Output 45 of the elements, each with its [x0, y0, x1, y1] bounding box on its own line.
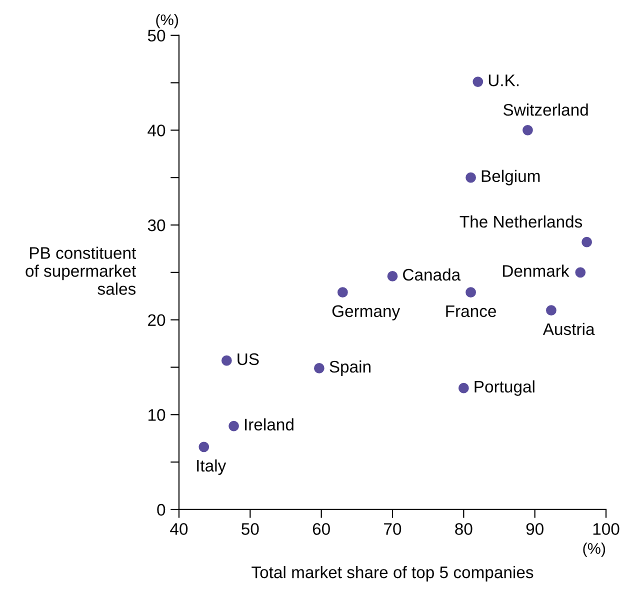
x-tick-label: 40 — [170, 523, 188, 535]
point — [458, 382, 469, 394]
x-tick-label: 100 — [593, 523, 620, 535]
annotation: Denmark — [503, 264, 570, 277]
y-axis-title: PB constituent of supermarket sales — [26, 246, 136, 295]
point — [466, 287, 476, 298]
x-tick-label: 50 — [242, 523, 259, 535]
annotation: Spain — [330, 360, 370, 376]
point — [575, 267, 586, 278]
y-tick-label: 10 — [148, 409, 166, 421]
annotation: Germany — [332, 305, 400, 320]
y-tick-label: 40 — [148, 124, 166, 136]
annotation: Ireland — [245, 418, 294, 431]
point — [228, 420, 239, 432]
annotation: The Netherlands — [460, 215, 582, 228]
y-tick-label: 30 — [148, 219, 166, 232]
point — [221, 355, 232, 366]
point — [522, 124, 533, 136]
text: (%) — [156, 14, 178, 28]
point — [546, 305, 556, 316]
point — [466, 172, 476, 183]
annotation: US — [238, 353, 259, 366]
x-tick-label: 60 — [312, 523, 330, 535]
point — [314, 362, 324, 374]
point — [472, 76, 484, 87]
point — [198, 442, 210, 452]
annotation: France — [446, 305, 496, 318]
x-tick-label: 90 — [526, 523, 544, 535]
annotation: Canada — [403, 268, 461, 281]
point — [387, 271, 398, 282]
point — [337, 287, 348, 298]
annotation: Belgium — [482, 170, 540, 186]
x-axis-title: Total market share of top 5 companies — [252, 566, 534, 582]
annotation: Portugal — [474, 380, 534, 396]
annotation: Austria — [542, 322, 595, 336]
y-tick-label: 20 — [148, 314, 166, 326]
x-tick-label: 80 — [455, 523, 472, 535]
annotation: Italy — [197, 459, 226, 475]
y-tick-label: 50 — [148, 30, 166, 42]
text: (%) — [583, 542, 606, 557]
x-tick-label: 70 — [384, 523, 402, 535]
annotation: Switzerland — [503, 104, 588, 116]
point — [582, 236, 592, 248]
y-tick-label: 0 — [157, 504, 166, 516]
annotation: U.K. — [488, 74, 519, 86]
